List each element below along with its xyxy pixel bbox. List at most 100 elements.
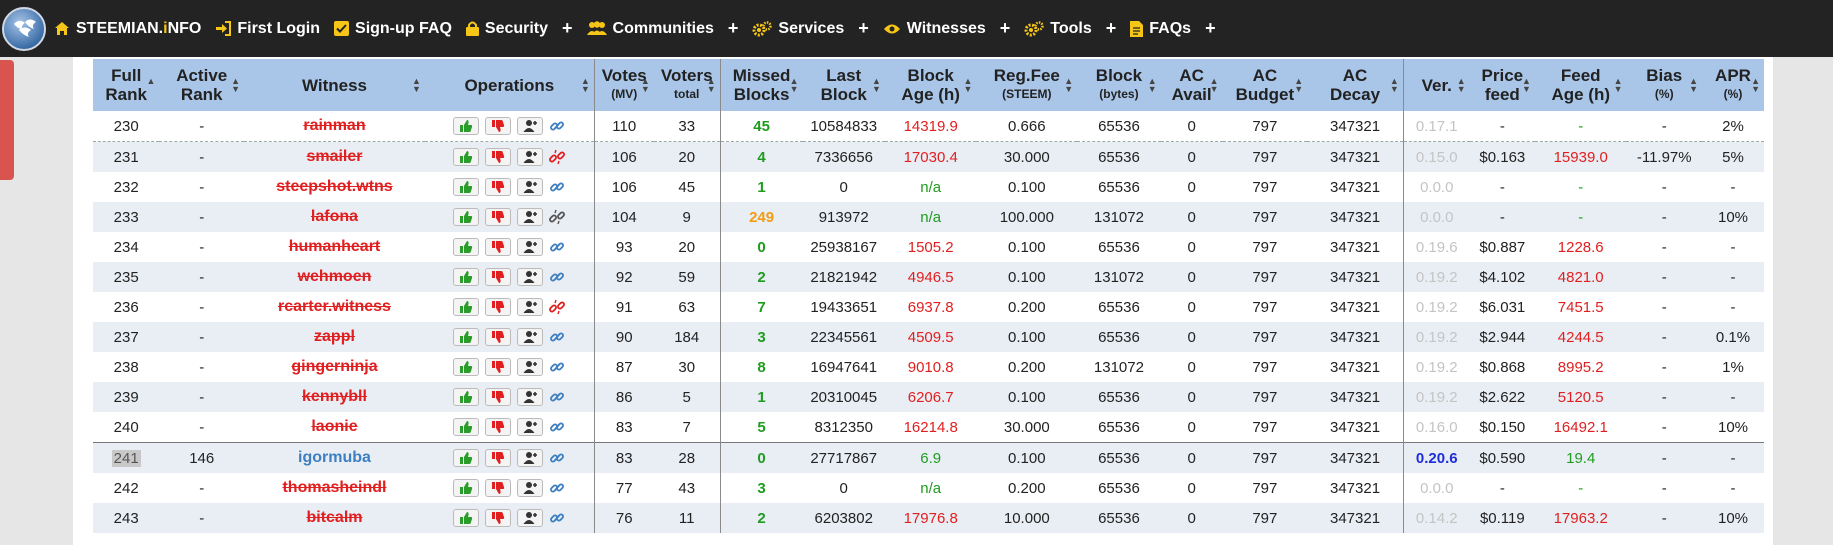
column-header-9[interactable]: Reg.Fee (STEEM) ▲ ▼ [976, 59, 1078, 111]
column-header-15[interactable]: Price feed ▲ ▼ [1469, 59, 1535, 111]
sort-icon[interactable]: ▲ ▼ [706, 76, 716, 94]
vote-button[interactable] [453, 388, 480, 406]
unvote-button[interactable] [485, 328, 512, 346]
column-header-5[interactable]: Voters total ▲ ▼ [653, 59, 721, 111]
link-icon[interactable] [549, 359, 565, 375]
unvote-button[interactable] [485, 148, 512, 166]
link-icon[interactable] [549, 419, 565, 435]
sort-icon[interactable]: ▲ ▼ [580, 76, 590, 94]
set-proxy-button[interactable] [517, 208, 544, 226]
witness-name-cell[interactable]: wehmoen [244, 262, 425, 292]
nav-services-plus[interactable]: + [858, 18, 869, 38]
unvote-button[interactable] [485, 479, 512, 497]
witness-name-cell-value[interactable]: igormuba [298, 449, 371, 466]
vote-button[interactable] [453, 178, 480, 196]
broken-link-icon[interactable] [549, 149, 566, 165]
witness-name-cell[interactable]: gingerninja [244, 352, 425, 382]
nav-security[interactable]: Security + [465, 18, 573, 39]
column-header-11[interactable]: AC Avail ▲ ▼ [1160, 59, 1223, 111]
unvote-button[interactable] [485, 358, 512, 376]
nav-communities-plus[interactable]: + [727, 18, 739, 38]
unvote-button[interactable] [485, 117, 512, 135]
sort-icon[interactable]: ▲ ▼ [1689, 76, 1699, 94]
unvote-button[interactable] [485, 178, 512, 196]
vote-button[interactable] [453, 208, 480, 226]
sort-icon[interactable]: ▲ ▼ [963, 76, 973, 94]
witness-name-cell[interactable]: thomasheindl [244, 473, 425, 503]
column-header-17[interactable]: Bias (%) ▲ ▼ [1626, 59, 1703, 111]
column-header-1[interactable]: Active Rank ▲ ▼ [159, 59, 245, 111]
witness-name-cell[interactable]: igormuba [244, 442, 425, 473]
vote-button[interactable] [453, 268, 480, 286]
column-header-16[interactable]: Feed Age (h) ▲ ▼ [1534, 59, 1627, 111]
column-header-2[interactable]: Witness ▲ ▼ [244, 59, 425, 111]
nav-brand[interactable]: STEEMIAN. i NFO [54, 20, 201, 38]
witness-name-cell-value[interactable]: rainman [303, 117, 366, 134]
sort-icon[interactable]: ▲ ▼ [872, 76, 881, 94]
witness-name-cell[interactable]: humanheart [244, 232, 425, 262]
link-icon[interactable] [549, 179, 565, 195]
witness-name-cell-value[interactable]: lafona [310, 208, 359, 225]
nav-security-plus[interactable]: + [562, 18, 573, 38]
link-icon[interactable] [549, 510, 565, 526]
witness-name-cell[interactable]: laonie [244, 412, 425, 443]
witness-name-cell[interactable]: lafona [244, 202, 425, 232]
unvote-button[interactable] [485, 208, 512, 226]
column-header-13[interactable]: AC Decay ▲ ▼ [1307, 59, 1404, 111]
set-proxy-button[interactable] [517, 449, 544, 467]
set-proxy-button[interactable] [517, 298, 544, 316]
set-proxy-button[interactable] [517, 479, 544, 497]
witness-name-cell[interactable]: steepshot.wtns [244, 172, 425, 202]
sort-asc-icon[interactable]: ▲ [146, 76, 156, 86]
set-proxy-button[interactable] [517, 388, 544, 406]
vote-button[interactable] [453, 328, 480, 346]
set-proxy-button[interactable] [517, 509, 544, 527]
link-icon[interactable] [549, 480, 565, 496]
sort-icon[interactable]: ▲ ▼ [1209, 76, 1219, 94]
witness-name-cell-value[interactable]: rcarter.witness [278, 298, 391, 315]
unvote-button[interactable] [485, 449, 512, 467]
unvote-button[interactable] [485, 418, 512, 436]
set-proxy-button[interactable] [517, 117, 544, 135]
column-header-0[interactable]: Full Rank ▲ [93, 59, 160, 111]
set-proxy-button[interactable] [517, 418, 544, 436]
sort-icon[interactable]: ▲ ▼ [1522, 76, 1531, 94]
witness-name-cell-value[interactable]: wehmoen [297, 268, 372, 285]
column-header-7[interactable]: Last Block ▲ ▼ [802, 59, 885, 111]
sort-icon[interactable]: ▲ ▼ [1389, 76, 1399, 94]
witness-name-cell[interactable]: zappl [244, 322, 425, 352]
vote-button[interactable] [453, 358, 480, 376]
column-header-8[interactable]: Block Age (h) ▲ ▼ [884, 59, 977, 111]
unvote-button[interactable] [485, 238, 512, 256]
set-proxy-button[interactable] [517, 268, 544, 286]
vote-button[interactable] [453, 238, 480, 256]
nav-signup-faq[interactable]: Sign-up FAQ [334, 20, 452, 38]
link-icon[interactable] [549, 269, 565, 285]
set-proxy-button[interactable] [517, 178, 544, 196]
unvote-button[interactable] [485, 388, 512, 406]
nav-tools[interactable]: Tools + [1024, 18, 1116, 39]
unvote-button[interactable] [485, 298, 512, 316]
witness-name-cell-value[interactable]: gingerninja [291, 358, 378, 375]
witness-name-cell-value[interactable]: humanheart [288, 238, 381, 255]
column-header-18[interactable]: APR (%) ▲ ▼ [1702, 59, 1764, 111]
sort-icon[interactable]: ▲ ▼ [789, 76, 799, 94]
nav-faqs[interactable]: FAQs + [1130, 18, 1216, 39]
witness-name-cell[interactable]: rcarter.witness [244, 292, 425, 322]
sort-icon[interactable]: ▲ ▼ [1456, 76, 1466, 94]
vote-button[interactable] [453, 479, 480, 497]
link-icon[interactable] [549, 329, 565, 345]
vote-button[interactable] [453, 509, 480, 527]
sort-icon[interactable]: ▲ ▼ [231, 76, 241, 94]
column-header-10[interactable]: Block (bytes) ▲ ▼ [1077, 59, 1161, 111]
witness-name-cell-value[interactable]: steepshot.wtns [276, 178, 393, 195]
vote-button[interactable] [453, 418, 480, 436]
sort-icon[interactable]: ▲ ▼ [1751, 76, 1760, 94]
set-proxy-button[interactable] [517, 238, 544, 256]
vote-button[interactable] [453, 117, 480, 135]
witness-name-cell[interactable]: smailer [244, 141, 425, 172]
broken-link-icon[interactable] [549, 209, 566, 225]
sort-icon[interactable]: ▲ ▼ [1613, 76, 1623, 94]
column-header-12[interactable]: AC Budget ▲ ▼ [1222, 59, 1308, 111]
unvote-button[interactable] [485, 268, 512, 286]
